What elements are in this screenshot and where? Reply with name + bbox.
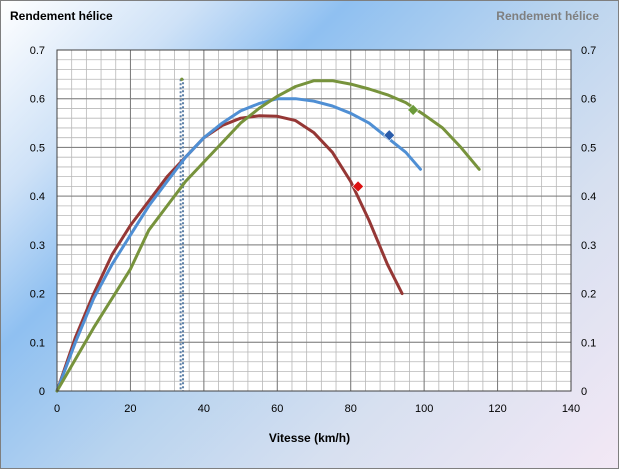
x-tick-label: 100	[415, 403, 433, 415]
y-tick-label-left: 0.7	[30, 45, 45, 57]
reference-line-top	[180, 77, 184, 81]
x-tick-label: 0	[54, 403, 60, 415]
y-tick-label-left: 0.1	[30, 337, 45, 349]
plot-area	[57, 50, 571, 391]
x-tick-label: 40	[198, 403, 210, 415]
y-tick-label-left: 0.3	[30, 240, 45, 252]
y-tick-label-left: 0	[39, 386, 45, 398]
y-tick-label-left: 0.6	[30, 94, 45, 106]
y-tick-label-right: 0	[581, 386, 587, 398]
x-tick-label: 120	[488, 403, 506, 415]
series-marker-3	[407, 103, 420, 116]
y-tick-label-left: 0.5	[30, 142, 45, 154]
x-axis-label: Vitesse (km/h)	[268, 431, 351, 445]
y-tick-label-right: 0.3	[581, 240, 596, 252]
series-line-2	[55, 97, 422, 393]
y-tick-label-left: 0.4	[30, 191, 45, 203]
y-tick-label-left: 0.2	[30, 289, 45, 301]
chart-title-right: Rendement hélice	[496, 9, 599, 23]
chart-title: Rendement hélice	[10, 9, 113, 23]
x-tick-label: 60	[271, 403, 283, 415]
plot-border	[56, 49, 572, 392]
y-tick-label-right: 0.6	[581, 94, 596, 106]
x-tick-label: 80	[345, 403, 357, 415]
series-marker-2	[383, 129, 396, 142]
series-line-1	[55, 114, 404, 393]
markers-group	[352, 103, 420, 193]
y-tick-label-right: 0.1	[581, 337, 596, 349]
x-tick-label: 140	[562, 403, 580, 415]
x-tick-label: 20	[124, 403, 136, 415]
y-tick-label-right: 0.7	[581, 45, 596, 57]
y-tick-label-right: 0.5	[581, 142, 596, 154]
y-tick-label-right: 0.4	[581, 191, 596, 203]
reference-line	[179, 77, 185, 391]
series-marker-1	[352, 180, 364, 193]
y-tick-label-right: 0.2	[581, 289, 596, 301]
